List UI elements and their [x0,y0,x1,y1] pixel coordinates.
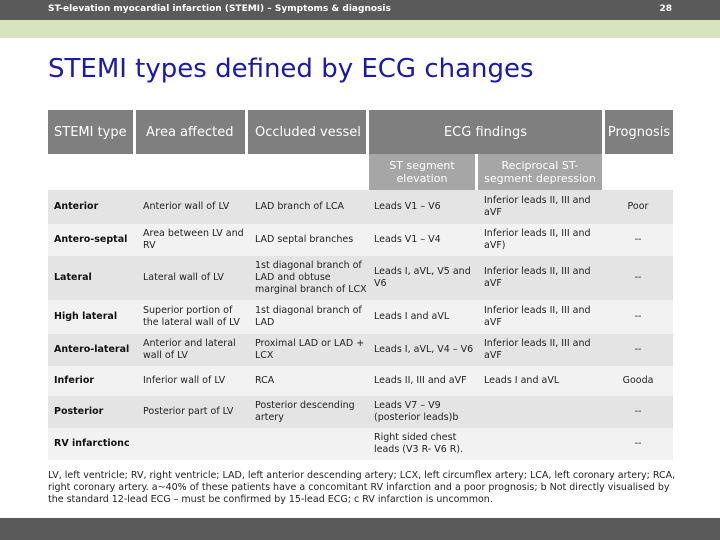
cell-reciprocal: Inferior leads II, III and aVF [484,338,591,361]
cell-reciprocal: Inferior leads II, III and aVF) [484,228,591,251]
table-row: Anterior Anterior wall of LV LAD branch … [48,190,673,224]
cell-reciprocal [484,396,600,428]
top-bar: ST-elevation myocardial infarction (STEM… [0,0,720,20]
page-number: 28 [659,4,672,14]
cell-reciprocal [484,428,600,460]
running-title: ST-elevation myocardial infarction (STEM… [48,4,391,14]
cell-st-elevation: Leads II, III and aVF [374,375,467,386]
header-stemi-type: STEMI type [48,110,133,154]
table-row: Lateral Lateral wall of LV 1st diagonal … [48,256,673,300]
cell-area: Anterior and lateral wall of LV [143,338,236,361]
cell-vessel: Proximal LAD or LAD + LCX [255,338,365,361]
cell-stemi-type: Antero-lateral [54,344,130,355]
header-st-elevation: ST segment elevation [369,154,475,190]
cell-stemi-type: High lateral [54,311,118,322]
cell-stemi-type: Anterior [54,201,99,212]
bottom-bar [0,518,720,540]
cell-reciprocal: Leads I and aVL [484,375,560,386]
cell-st-elevation: Leads V1 – V6 [374,201,441,212]
cell-prognosis: -- [634,406,642,417]
cell-vessel: LAD branch of LCA [255,201,344,212]
cell-area: Area between LV and RV [143,228,244,251]
cell-st-elevation: Leads V7 – V9 (posterior leads)b [374,400,459,423]
header-reciprocal-depression: Reciprocal ST-segment depression [478,154,602,190]
cell-prognosis: Poor [627,201,649,212]
cell-vessel: Posterior descending artery [255,400,355,423]
cell-vessel: 1st diagonal branch of LAD [255,305,362,328]
header-area-affected: Area affected [136,110,245,154]
cell-prognosis: -- [634,272,642,283]
cell-vessel [255,428,371,460]
cell-prognosis: -- [634,438,642,449]
cell-st-elevation: Right sided chest leads (V3 R- V6 R). [374,432,464,455]
accent-band [0,20,720,38]
table-row: High lateral Superior portion of the lat… [48,300,673,334]
table-row: Inferior Inferior wall of LV RCA Leads I… [48,366,673,396]
header-occluded-vessel: Occluded vessel [248,110,366,154]
cell-area [143,428,249,460]
table-row: Antero-lateral Anterior and lateral wall… [48,334,673,366]
cell-area: Lateral wall of LV [143,272,224,283]
cell-area: Posterior part of LV [143,406,234,417]
cell-st-elevation: Leads I, aVL, V5 and V6 [374,266,471,289]
footnote: LV, left ventricle; RV, right ventricle;… [48,470,676,505]
cell-stemi-type: RV infarctionc [54,438,130,449]
cell-prognosis: -- [634,234,642,245]
slide-title: STEMI types defined by ECG changes [48,54,534,84]
cell-prognosis: Gooda [622,375,654,386]
table-row: RV infarctionc Right sided chest leads (… [48,428,673,460]
cell-prognosis: -- [634,344,642,355]
cell-reciprocal: Inferior leads II, III and aVF [484,305,591,328]
cell-vessel: LAD septal branches [255,234,354,245]
cell-prognosis: -- [634,311,642,322]
cell-vessel: RCA [255,375,275,386]
cell-vessel: 1st diagonal branch of LAD and obtuse ma… [255,260,367,295]
cell-area: Superior portion of the lateral wall of … [143,305,240,328]
cell-st-elevation: Leads I and aVL [374,311,450,322]
table-row: Posterior Posterior part of LV Posterior… [48,396,673,428]
cell-stemi-type: Lateral [54,272,92,283]
cell-area: Anterior wall of LV [143,201,230,212]
cell-stemi-type: Posterior [54,406,104,417]
cell-st-elevation: Leads I, aVL, V4 – V6 [374,344,474,355]
header-ecg-findings: ECG findings [369,110,602,154]
cell-reciprocal: Inferior leads II, III and aVF [484,266,591,289]
cell-st-elevation: Leads V1 – V4 [374,234,441,245]
cell-area: Inferior wall of LV [143,375,226,386]
cell-reciprocal: Inferior leads II, III and aVF [484,195,591,218]
table-row: Antero-septal Area between LV and RV LAD… [48,224,673,256]
cell-stemi-type: Antero-septal [54,234,128,245]
header-prognosis: Prognosis [605,110,673,154]
cell-stemi-type: Inferior [54,375,95,386]
